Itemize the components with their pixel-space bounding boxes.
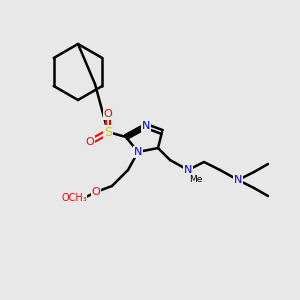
Text: N: N [184,165,192,175]
Text: O: O [92,187,100,197]
Text: N: N [234,175,242,185]
Text: OCH₃: OCH₃ [61,193,87,203]
Text: O: O [103,109,112,119]
Text: S: S [104,125,112,139]
Text: O: O [85,137,94,147]
Text: N: N [142,121,150,131]
Text: Me: Me [189,176,203,184]
Text: N: N [134,147,142,157]
